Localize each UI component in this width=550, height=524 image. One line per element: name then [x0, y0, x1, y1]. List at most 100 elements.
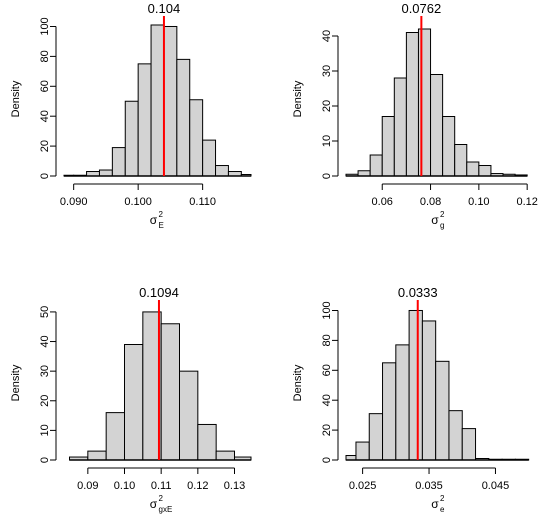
- y-tick-label: 0: [321, 457, 333, 463]
- y-tick-label: 80: [321, 334, 333, 346]
- y-axis-label: Density: [10, 80, 22, 117]
- x-tick-label: 0.100: [124, 196, 152, 208]
- panel-sigma2-E: 0.104 0.090 0.100 0.110 0 20 40 60 80 100 Density σ…: [10, 1, 252, 230]
- x-tick-label: 0.035: [415, 480, 443, 492]
- y-tick-label: 60: [321, 364, 333, 376]
- x-tick-label: 0.06: [372, 196, 393, 208]
- y-tick-label: 50: [39, 306, 51, 318]
- x-axis-label-superscript: 2: [440, 210, 445, 219]
- y-tick-label: 80: [39, 50, 51, 62]
- histogram-bar: [87, 450, 107, 461]
- x-axis-label-symbol: σ: [150, 497, 158, 511]
- y-tick-label: 100: [39, 17, 51, 35]
- histogram-bar: [430, 74, 444, 177]
- x-tick-label: 0.025: [349, 480, 377, 492]
- histogram-bar: [357, 170, 371, 177]
- y-tick-label: 10: [321, 135, 333, 147]
- y-tick-label: 40: [39, 110, 51, 122]
- x-tick-label: 0.08: [420, 196, 441, 208]
- histogram-bar: [435, 360, 450, 461]
- histogram-bar: [442, 116, 456, 177]
- histogram-bar: [395, 344, 410, 461]
- histogram-bar: [150, 24, 165, 177]
- x-axis-label-superscript: 2: [159, 494, 164, 503]
- histogram-bar: [197, 423, 217, 461]
- y-tick-label: 40: [321, 30, 333, 42]
- histogram-bar: [163, 25, 178, 177]
- histogram-bar: [355, 441, 370, 461]
- histogram-bar: [179, 370, 199, 461]
- panel-sigma2-gxE: 0.1094 0.09 0.10 0.11 0.12 0.13 0 10 20 30 40 50 Den…: [10, 285, 252, 514]
- y-tick-label: 60: [39, 80, 51, 92]
- histogram-bar: [405, 32, 419, 177]
- y-tick-label: 30: [39, 365, 51, 377]
- y-tick-label: 20: [39, 140, 51, 152]
- y-tick-label: 20: [321, 100, 333, 112]
- x-axis-label-subscript: e: [440, 505, 445, 514]
- histogram-bar: [466, 161, 480, 177]
- y-tick-label: 0: [39, 173, 51, 179]
- x-tick-label: 0.12: [516, 196, 537, 208]
- x-axis-label-symbol: σ: [431, 497, 439, 511]
- x-axis-label-subscript: g: [440, 221, 444, 230]
- histogram-bar: [417, 28, 432, 177]
- histogram-bar: [160, 323, 181, 461]
- x-tick-label: 0.09: [77, 480, 98, 492]
- x-axis-label-subscript: E: [159, 221, 164, 230]
- y-tick-label: 20: [321, 424, 333, 436]
- histogram-bar: [381, 116, 395, 177]
- x-axis-label-superscript: 2: [440, 494, 445, 503]
- histogram-bar: [105, 412, 125, 461]
- y-tick-label: 20: [39, 395, 51, 407]
- histogram-bar: [215, 450, 236, 461]
- histogram-bar: [448, 410, 463, 461]
- panel-title: 0.104: [148, 1, 181, 16]
- histogram-bar: [369, 154, 383, 177]
- y-axis-label: Density: [292, 80, 304, 117]
- x-tick-label: 0.13: [224, 480, 245, 492]
- histogram-bar: [98, 169, 113, 177]
- y-tick-label: 0: [39, 457, 51, 463]
- histogram-bar: [421, 320, 437, 461]
- histogram-bar: [215, 165, 229, 177]
- x-tick-label: 0.11: [151, 480, 172, 492]
- panel-sigma2-e: 0.0333 0.025 0.035 0.045 0 20 40 60 80 100 Density…: [292, 285, 530, 514]
- histogram-bar: [382, 362, 397, 461]
- histogram-bar: [368, 413, 384, 461]
- y-tick-label: 100: [321, 301, 333, 319]
- histogram-bar: [454, 144, 468, 177]
- panel-title: 0.0333: [398, 285, 438, 300]
- histogram-bar: [189, 99, 204, 177]
- x-tick-label: 0.110: [189, 196, 216, 208]
- histogram-bar: [393, 77, 407, 177]
- histogram-bar: [176, 58, 191, 177]
- x-axis-label-symbol: σ: [150, 213, 158, 227]
- panel-title: 0.0762: [401, 1, 441, 16]
- histogram-bar: [461, 428, 477, 461]
- y-axis-label: Density: [10, 364, 22, 401]
- y-tick-label: 10: [39, 424, 51, 436]
- panel-sigma2-g: 0.0762 0.06 0.08 0.10 0.12 0 10 20 30 40 Density σ 2…: [292, 1, 538, 230]
- histogram-bar: [478, 165, 492, 177]
- histogram-bar: [111, 147, 126, 177]
- histogram-bar: [124, 344, 144, 461]
- histogram-bar: [137, 63, 152, 177]
- panel-title: 0.1094: [139, 285, 179, 300]
- x-tick-label: 0.10: [114, 480, 135, 492]
- x-axis-label-subscript: gxE: [159, 505, 173, 514]
- y-tick-label: 30: [321, 65, 333, 77]
- histogram-bar: [202, 139, 217, 177]
- x-tick-label: 0.12: [187, 480, 208, 492]
- histogram-bar: [124, 100, 139, 177]
- y-tick-label: 40: [39, 335, 51, 347]
- x-tick-label: 0.090: [60, 196, 88, 208]
- histogram-bar: [408, 309, 423, 461]
- x-axis-label-symbol: σ: [431, 213, 439, 227]
- y-axis-label: Density: [292, 364, 304, 401]
- x-tick-label: 0.10: [468, 196, 489, 208]
- x-tick-label: 0.045: [482, 480, 510, 492]
- y-tick-label: 40: [321, 394, 333, 406]
- x-axis-label-superscript: 2: [159, 210, 164, 219]
- y-tick-label: 0: [321, 173, 333, 179]
